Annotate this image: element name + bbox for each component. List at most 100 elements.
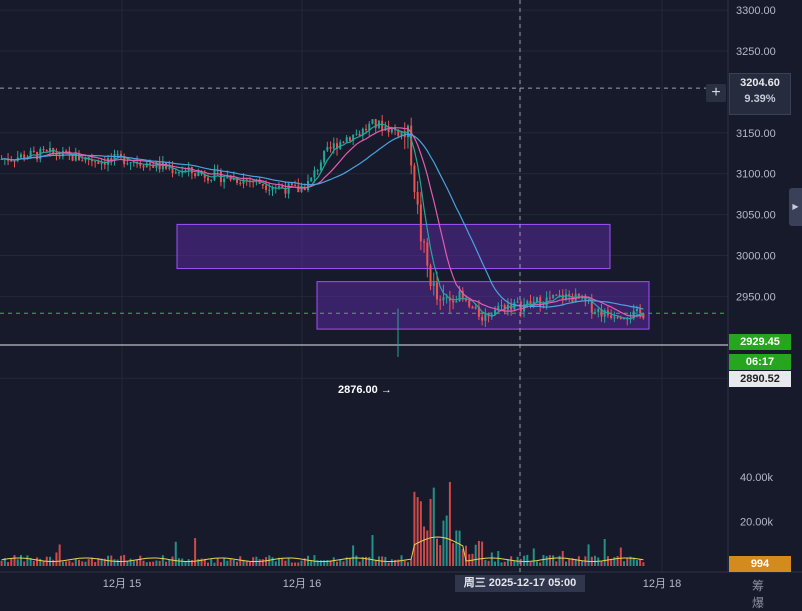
volume-bar (342, 561, 345, 566)
candle-body (564, 294, 567, 300)
candle-body (381, 120, 384, 131)
volume-bar (181, 558, 184, 566)
candle-body (481, 316, 484, 321)
volume-bar (532, 548, 535, 566)
liquidation-icon[interactable]: 爆 (752, 596, 765, 610)
volume-bar (368, 556, 371, 566)
range-box (316, 281, 650, 330)
candle-body (226, 175, 229, 179)
price-tick-label: 2950.00 (736, 291, 776, 303)
volume-bar (461, 549, 464, 566)
volume-bar (477, 540, 480, 566)
volume-bar (71, 562, 74, 566)
candle-body (639, 308, 642, 314)
candle-body (500, 305, 503, 307)
volume-bar (168, 559, 171, 566)
volume-bar (474, 544, 477, 566)
price-tick-label: 3100.00 (736, 169, 776, 181)
candle-body (355, 133, 358, 135)
volume-bar (487, 560, 490, 566)
candle-body (387, 126, 390, 133)
volume-bar (7, 562, 10, 566)
candle-body (526, 301, 529, 305)
volume-bar (161, 555, 164, 566)
candle-body (532, 301, 535, 304)
volume-bar (274, 561, 277, 566)
candle-body (236, 177, 239, 183)
candle-body (516, 301, 519, 303)
candle-body (445, 297, 448, 299)
volume-bar (545, 556, 548, 566)
volume-bar (290, 562, 293, 566)
volume-bar (355, 555, 358, 566)
add-alert-button[interactable]: + (706, 84, 726, 102)
candle-body (281, 186, 284, 189)
volume-bar (90, 557, 93, 566)
bottom-toolbar: 筹 爆 (752, 577, 802, 611)
volume-bar (416, 497, 419, 566)
volume-bar (500, 562, 503, 566)
time-tick-label: 12月 16 (283, 578, 322, 590)
volume-bar (174, 541, 177, 566)
candle-body (74, 153, 77, 161)
volume-bar (84, 561, 87, 566)
line-price-tag: 2890.52 (729, 371, 791, 387)
candle-body (568, 294, 571, 296)
volume-bar (455, 530, 458, 566)
candle-body (177, 172, 180, 174)
candle-body (13, 160, 16, 162)
volume-bar (448, 481, 451, 566)
volume-bar (239, 556, 242, 566)
candle-body (490, 314, 493, 317)
volume-bar (390, 559, 393, 566)
volume-bar (177, 558, 180, 566)
price-tick-label: 3250.00 (736, 46, 776, 58)
volume-bar (558, 555, 561, 566)
candle-body (129, 162, 132, 164)
volume-bar (394, 559, 397, 566)
candle-body (42, 149, 45, 151)
volume-bar (403, 560, 406, 566)
volume-bar (171, 556, 174, 566)
candle-body (168, 167, 171, 169)
candle-body (419, 204, 422, 242)
volume-bar (184, 561, 187, 566)
volume-bar (519, 558, 522, 566)
candle-body (78, 153, 81, 161)
ma-12-line (1, 127, 644, 317)
volume-bar (564, 561, 567, 566)
volume-bar (387, 562, 390, 566)
volume-bar (68, 560, 71, 566)
volume-bar (132, 560, 135, 566)
candle-body (171, 167, 174, 174)
candle-body (184, 170, 187, 173)
volume-bar (490, 552, 493, 566)
volume-bar (94, 562, 97, 566)
volume-bar (410, 559, 413, 566)
volume-bar (429, 498, 432, 566)
volume-bar (481, 541, 484, 566)
volume-bar (442, 520, 445, 566)
volume-bar (23, 561, 26, 566)
volume-bar (242, 559, 245, 566)
price-tick-label: 3150.00 (736, 128, 776, 140)
candle-body (142, 165, 145, 168)
volume-bar (468, 554, 471, 566)
chips-icon[interactable]: 筹 (752, 579, 765, 593)
candle-body (439, 299, 442, 301)
expand-panel-icon[interactable]: ▶ (789, 188, 802, 226)
candle-body (361, 128, 364, 136)
volume-bar (332, 557, 335, 566)
candle-body (461, 291, 464, 299)
range-box (176, 223, 611, 270)
volume-bar (329, 560, 332, 566)
candle-body (197, 172, 200, 176)
candle-body (297, 185, 300, 193)
candle-body (455, 301, 458, 303)
volume-bar (603, 538, 606, 566)
candle-body (561, 294, 564, 300)
volume-bar (606, 556, 609, 566)
volume-bar (303, 558, 306, 566)
volume-bar (61, 561, 64, 566)
